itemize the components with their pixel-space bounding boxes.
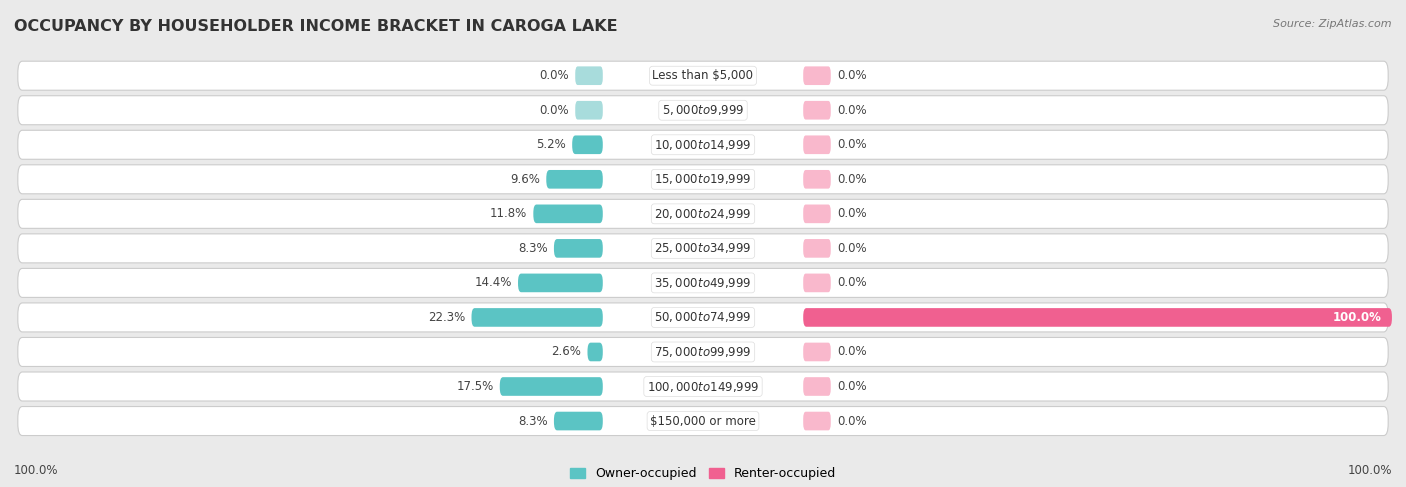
- FancyBboxPatch shape: [803, 66, 831, 85]
- Text: $75,000 to $99,999: $75,000 to $99,999: [654, 345, 752, 359]
- FancyBboxPatch shape: [517, 274, 603, 292]
- FancyBboxPatch shape: [18, 96, 1388, 125]
- FancyBboxPatch shape: [803, 343, 831, 361]
- Text: 0.0%: 0.0%: [837, 380, 866, 393]
- FancyBboxPatch shape: [803, 170, 831, 188]
- FancyBboxPatch shape: [499, 377, 603, 396]
- Text: 0.0%: 0.0%: [837, 69, 866, 82]
- FancyBboxPatch shape: [803, 135, 831, 154]
- Text: 0.0%: 0.0%: [837, 138, 866, 151]
- Text: $35,000 to $49,999: $35,000 to $49,999: [654, 276, 752, 290]
- FancyBboxPatch shape: [588, 343, 603, 361]
- FancyBboxPatch shape: [554, 239, 603, 258]
- Text: 8.3%: 8.3%: [517, 414, 548, 428]
- FancyBboxPatch shape: [547, 170, 603, 188]
- Text: 0.0%: 0.0%: [837, 277, 866, 289]
- Text: 0.0%: 0.0%: [837, 173, 866, 186]
- Text: $15,000 to $19,999: $15,000 to $19,999: [654, 172, 752, 187]
- Text: 22.3%: 22.3%: [427, 311, 465, 324]
- Text: 17.5%: 17.5%: [457, 380, 494, 393]
- Text: $20,000 to $24,999: $20,000 to $24,999: [654, 207, 752, 221]
- Text: 0.0%: 0.0%: [540, 69, 569, 82]
- FancyBboxPatch shape: [803, 239, 831, 258]
- Text: 5.2%: 5.2%: [536, 138, 565, 151]
- FancyBboxPatch shape: [18, 407, 1388, 435]
- Text: OCCUPANCY BY HOUSEHOLDER INCOME BRACKET IN CAROGA LAKE: OCCUPANCY BY HOUSEHOLDER INCOME BRACKET …: [14, 19, 617, 35]
- FancyBboxPatch shape: [554, 412, 603, 431]
- Text: 0.0%: 0.0%: [837, 414, 866, 428]
- FancyBboxPatch shape: [575, 66, 603, 85]
- Text: 8.3%: 8.3%: [517, 242, 548, 255]
- Text: $100,000 to $149,999: $100,000 to $149,999: [647, 379, 759, 393]
- FancyBboxPatch shape: [18, 130, 1388, 159]
- FancyBboxPatch shape: [18, 337, 1388, 367]
- Text: 100.0%: 100.0%: [1347, 464, 1392, 477]
- FancyBboxPatch shape: [18, 303, 1388, 332]
- Text: Source: ZipAtlas.com: Source: ZipAtlas.com: [1274, 19, 1392, 30]
- Text: $10,000 to $14,999: $10,000 to $14,999: [654, 138, 752, 152]
- FancyBboxPatch shape: [575, 101, 603, 120]
- FancyBboxPatch shape: [18, 372, 1388, 401]
- FancyBboxPatch shape: [18, 268, 1388, 298]
- Text: $5,000 to $9,999: $5,000 to $9,999: [662, 103, 744, 117]
- FancyBboxPatch shape: [803, 377, 831, 396]
- FancyBboxPatch shape: [572, 135, 603, 154]
- FancyBboxPatch shape: [533, 205, 603, 223]
- Text: 9.6%: 9.6%: [510, 173, 540, 186]
- Legend: Owner-occupied, Renter-occupied: Owner-occupied, Renter-occupied: [565, 462, 841, 485]
- Text: 11.8%: 11.8%: [489, 207, 527, 220]
- FancyBboxPatch shape: [18, 234, 1388, 263]
- Text: 100.0%: 100.0%: [14, 464, 59, 477]
- Text: $25,000 to $34,999: $25,000 to $34,999: [654, 242, 752, 255]
- Text: 100.0%: 100.0%: [1333, 311, 1382, 324]
- Text: $150,000 or more: $150,000 or more: [650, 414, 756, 428]
- Text: 0.0%: 0.0%: [540, 104, 569, 117]
- FancyBboxPatch shape: [803, 308, 1392, 327]
- Text: 0.0%: 0.0%: [837, 345, 866, 358]
- Text: 0.0%: 0.0%: [837, 242, 866, 255]
- Text: 0.0%: 0.0%: [837, 104, 866, 117]
- FancyBboxPatch shape: [803, 101, 831, 120]
- FancyBboxPatch shape: [803, 274, 831, 292]
- Text: 14.4%: 14.4%: [474, 277, 512, 289]
- Text: Less than $5,000: Less than $5,000: [652, 69, 754, 82]
- Text: 2.6%: 2.6%: [551, 345, 581, 358]
- FancyBboxPatch shape: [803, 412, 831, 431]
- FancyBboxPatch shape: [471, 308, 603, 327]
- Text: $50,000 to $74,999: $50,000 to $74,999: [654, 310, 752, 324]
- FancyBboxPatch shape: [18, 199, 1388, 228]
- FancyBboxPatch shape: [18, 61, 1388, 90]
- FancyBboxPatch shape: [803, 205, 831, 223]
- Text: 0.0%: 0.0%: [837, 207, 866, 220]
- FancyBboxPatch shape: [18, 165, 1388, 194]
